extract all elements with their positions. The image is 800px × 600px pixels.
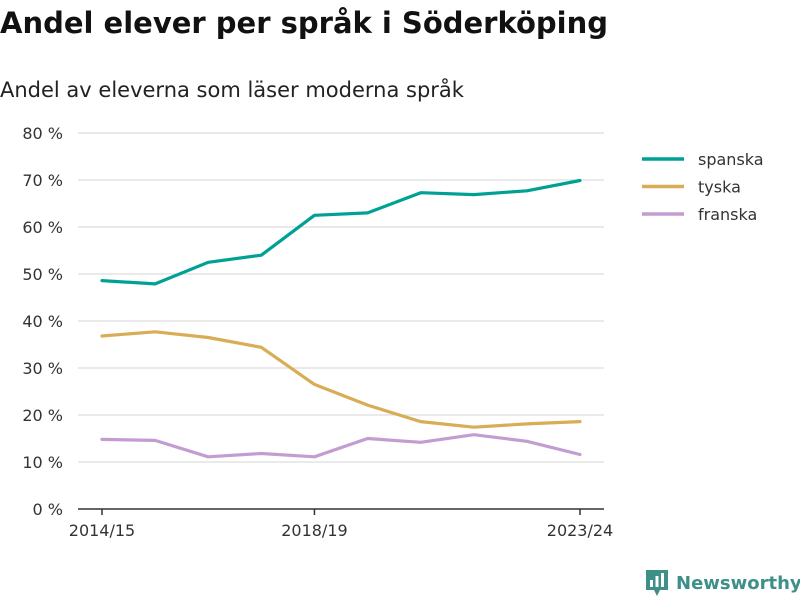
y-tick-label: 20 % <box>22 406 63 425</box>
x-tick-label: 2023/24 <box>547 521 613 540</box>
legend-label-tyska: tyska <box>698 178 741 197</box>
brand-name: Newsworthy <box>676 572 800 594</box>
y-tick-label: 0 % <box>33 500 63 519</box>
y-tick-label: 40 % <box>22 312 63 331</box>
legend: spanska tyska franska <box>642 150 764 224</box>
axes: 0 % 10 % 20 % 30 % 40 % 50 % 60 % 70 % 80 % 2014/… <box>22 124 613 540</box>
x-tick-label: 2018/19 <box>281 521 347 540</box>
y-tick-label: 70 % <box>22 171 63 190</box>
x-tick-label: 2014/15 <box>69 521 135 540</box>
series-lines <box>100 178 582 459</box>
y-tick-label: 60 % <box>22 218 63 237</box>
chart-subtitle: Andel av eleverna som läser moderna språ… <box>0 78 464 102</box>
y-tick-label: 30 % <box>22 359 63 378</box>
y-tick-label: 80 % <box>22 124 63 143</box>
series-line-tyska <box>100 330 582 429</box>
brand-logo: Newsworthy <box>644 568 800 598</box>
newsworthy-logo-icon <box>646 570 668 596</box>
series-line-spanska <box>100 178 582 286</box>
grid-lines <box>78 132 604 463</box>
chart-title: Andel elever per språk i Söderköping <box>0 6 609 40</box>
y-tick-label: 50 % <box>22 265 63 284</box>
series-line-franska <box>100 433 582 459</box>
legend-label-spanska: spanska <box>698 150 764 169</box>
legend-label-franska: franska <box>698 205 757 224</box>
y-tick-label: 10 % <box>22 453 63 472</box>
